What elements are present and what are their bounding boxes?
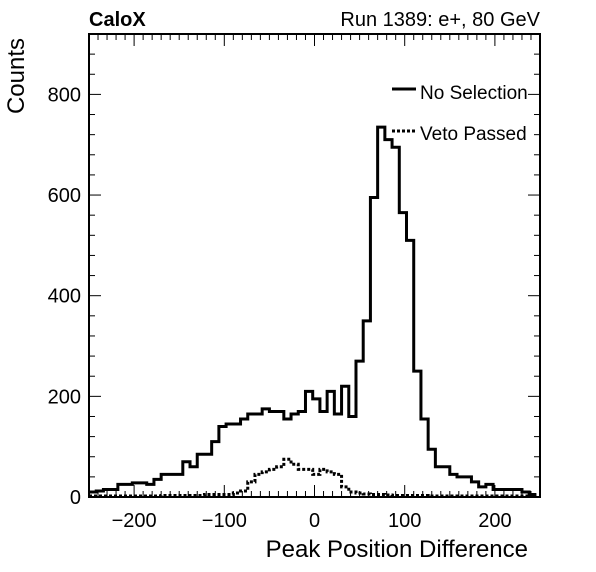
x-tick-label: −100 — [202, 510, 247, 532]
y-tick-label: 800 — [48, 84, 81, 106]
y-axis-label: Counts — [3, 38, 30, 114]
legend: No Selection Veto Passed — [392, 83, 528, 145]
chart-title-left: CaloX — [89, 9, 146, 31]
axis-ticks: −200 −100 0 100 200 0 200 400 600 800 — [48, 33, 541, 532]
y-tick-label: 0 — [70, 487, 81, 509]
legend-label-veto-passed: Veto Passed — [420, 124, 527, 145]
x-tick-label: −200 — [112, 510, 157, 532]
chart-title-right: Run 1389: e+, 80 GeV — [340, 9, 540, 31]
x-axis-label: Peak Position Difference — [266, 536, 528, 563]
y-tick-label: 600 — [48, 185, 81, 207]
x-tick-label: 100 — [388, 510, 421, 532]
x-tick-label: 200 — [478, 510, 511, 532]
x-tick-label: 0 — [309, 510, 320, 532]
y-tick-label: 400 — [48, 286, 81, 308]
series-no-selection-line — [89, 125, 537, 496]
plot-area — [89, 125, 537, 498]
legend-label-no-selection: No Selection — [420, 83, 528, 104]
y-tick-label: 200 — [48, 386, 81, 408]
series-veto-passed-line — [89, 457, 537, 498]
